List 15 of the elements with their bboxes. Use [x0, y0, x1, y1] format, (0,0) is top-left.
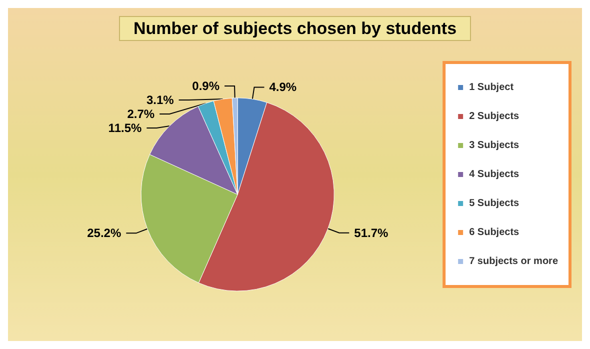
data-label: 25.2% [87, 226, 122, 240]
legend-label: 2 Subjects [469, 111, 520, 122]
data-label: 4.9% [269, 80, 297, 94]
data-label: 2.7% [127, 106, 155, 121]
data-label: 11.5% [108, 120, 142, 135]
legend-label: 4 Subjects [469, 169, 520, 180]
chart-title: Number of subjects chosen by students [133, 19, 457, 38]
legend-label: 5 Subjects [469, 198, 520, 209]
legend-label: 1 Subject [469, 82, 514, 93]
data-label: 0.9% [192, 78, 220, 93]
legend-label: 3 Subjects [469, 140, 520, 151]
data-label: 51.7% [354, 226, 389, 240]
legend-label: 6 Subjects [469, 227, 520, 238]
data-label: 3.1% [146, 92, 174, 107]
legend-label: 7 subjects or more [469, 256, 558, 267]
